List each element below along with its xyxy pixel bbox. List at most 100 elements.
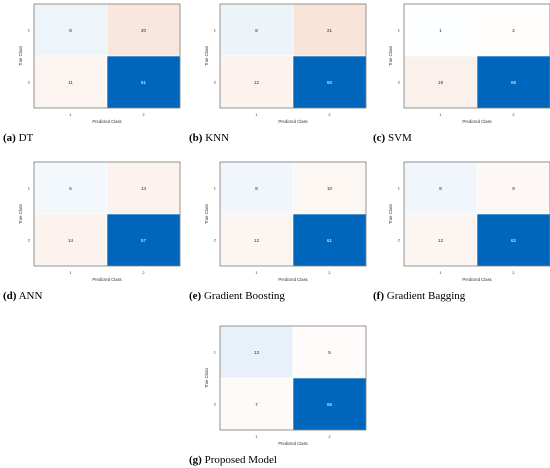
cell-value: 7: [255, 402, 258, 407]
cell-value: 69: [511, 80, 517, 85]
x-tick-label: 1: [255, 270, 258, 275]
matrix-cell: [403, 213, 478, 267]
plot-frame: [403, 3, 550, 109]
x-tick-label: 2: [142, 112, 145, 117]
plot-frame: [33, 3, 181, 109]
caption-letter: (f): [373, 290, 384, 302]
x-axis-label: Predicted Class: [462, 119, 491, 124]
matrix-cell: [219, 55, 294, 109]
y-tick-label: 2: [214, 238, 217, 243]
matrix-cell: [292, 377, 367, 431]
x-axis-label: Predicted Class: [92, 277, 121, 282]
y-axis-label: True Class: [388, 46, 393, 66]
confusion-matrix-proposed-model: 13 5 7 66 1 2 1 2 Predicted Class True Class: [204, 325, 367, 446]
cell-value: 62: [511, 238, 517, 243]
plot-frame: [219, 325, 367, 431]
confusion-matrix-svm: 1 2 19 69 1 2 1 2 Predicted Class True Class: [388, 3, 550, 124]
y-tick-label: 2: [398, 238, 401, 243]
plot-frame: [403, 161, 550, 267]
matrix-cell: [292, 213, 367, 267]
caption-knn: (b) KNN: [189, 132, 229, 144]
cell-value: 8: [69, 28, 72, 33]
panel-gradient-bagging: 8 9 12 62 1 2 1 2 Predicted Class True Class: [380, 158, 550, 283]
x-axis-label: Predicted Class: [92, 119, 121, 124]
caption-gradient-boosting: (e) Gradient Boosting: [189, 290, 285, 302]
x-tick-label: 2: [512, 270, 515, 275]
caption-text: Gradient Bagging: [386, 290, 466, 302]
cell-value: 21: [327, 28, 333, 33]
plot-frame: [219, 3, 367, 109]
matrix-cell: [403, 3, 478, 57]
x-tick-label: 2: [142, 270, 145, 275]
cell-value: 61: [327, 238, 333, 243]
matrix-cell: [476, 55, 550, 109]
x-tick-label: 2: [328, 112, 331, 117]
y-tick-label: 2: [28, 238, 31, 243]
cell-value: 5: [328, 350, 331, 355]
matrix-cell: [106, 3, 181, 57]
y-tick-label: 1: [214, 186, 217, 191]
x-tick-label: 1: [439, 270, 442, 275]
x-axis-label: Predicted Class: [278, 441, 307, 446]
y-tick-label: 2: [398, 80, 401, 85]
caption-letter: (b): [189, 132, 203, 144]
caption-proposed-model: (g) Proposed Model: [189, 454, 277, 466]
cell-value: 19: [438, 80, 444, 85]
matrix-cell: [219, 325, 294, 379]
panel-proposed-model: 13 5 7 66 1 2 1 2 Predicted Class True Class: [196, 322, 367, 447]
y-tick-label: 2: [214, 402, 217, 407]
cell-value: 13: [254, 350, 260, 355]
y-tick-label: 1: [398, 28, 401, 33]
y-axis-label: True Class: [18, 46, 23, 66]
cell-value: 1: [439, 28, 442, 33]
x-axis-label: Predicted Class: [462, 277, 491, 282]
caption-text: KNN: [205, 132, 230, 144]
y-tick-label: 1: [28, 28, 31, 33]
y-tick-label: 1: [28, 186, 31, 191]
matrix-cell: [292, 3, 367, 57]
caption-letter: (g): [189, 454, 202, 466]
y-axis-label: True Class: [204, 204, 209, 224]
panel-dt: 8 20 11 51 1 2 1 2 Predicted Class True Class: [10, 0, 181, 125]
matrix-cell: [219, 161, 294, 215]
matrix-cell: [292, 325, 367, 379]
caption-text: Gradient Boosting: [203, 290, 285, 302]
y-tick-label: 1: [214, 28, 217, 33]
matrix-cell: [403, 161, 478, 215]
cell-value: 10: [327, 186, 333, 191]
x-tick-label: 2: [328, 270, 331, 275]
confusion-matrix-ann: 6 14 14 57 1 2 1 2 Predicted Class True Class: [18, 161, 181, 282]
y-tick-label: 2: [28, 80, 31, 85]
panel-ann: 6 14 14 57 1 2 1 2 Predicted Class True Class: [10, 158, 181, 283]
cell-value: 20: [141, 28, 147, 33]
caption-letter: (e): [189, 290, 202, 302]
caption-dt: (a) DT: [3, 132, 33, 144]
y-tick-label: 2: [214, 80, 217, 85]
cell-value: 6: [69, 186, 72, 191]
matrix-cell: [476, 213, 550, 267]
caption-text: ANN: [18, 290, 43, 302]
panel-knn: 8 21 12 50 1 2 1 2 Predicted Class True Class: [196, 0, 367, 125]
cell-value: 66: [327, 402, 333, 407]
matrix-cell: [476, 3, 550, 57]
plot-frame: [33, 161, 181, 267]
y-tick-label: 1: [214, 350, 217, 355]
cell-value: 8: [255, 28, 258, 33]
x-tick-label: 1: [69, 112, 72, 117]
cell-value: 9: [512, 186, 515, 191]
cell-value: 50: [327, 80, 333, 85]
matrix-cell: [33, 3, 108, 57]
cell-value: 12: [254, 80, 260, 85]
cell-value: 8: [255, 186, 258, 191]
cell-value: 57: [141, 238, 147, 243]
cell-value: 8: [439, 186, 442, 191]
y-tick-label: 1: [398, 186, 401, 191]
matrix-cell: [106, 161, 181, 215]
x-tick-label: 2: [328, 434, 331, 439]
x-tick-label: 1: [255, 112, 258, 117]
cell-value: 12: [254, 238, 260, 243]
matrix-cell: [33, 213, 108, 267]
x-axis-label: Predicted Class: [278, 277, 307, 282]
